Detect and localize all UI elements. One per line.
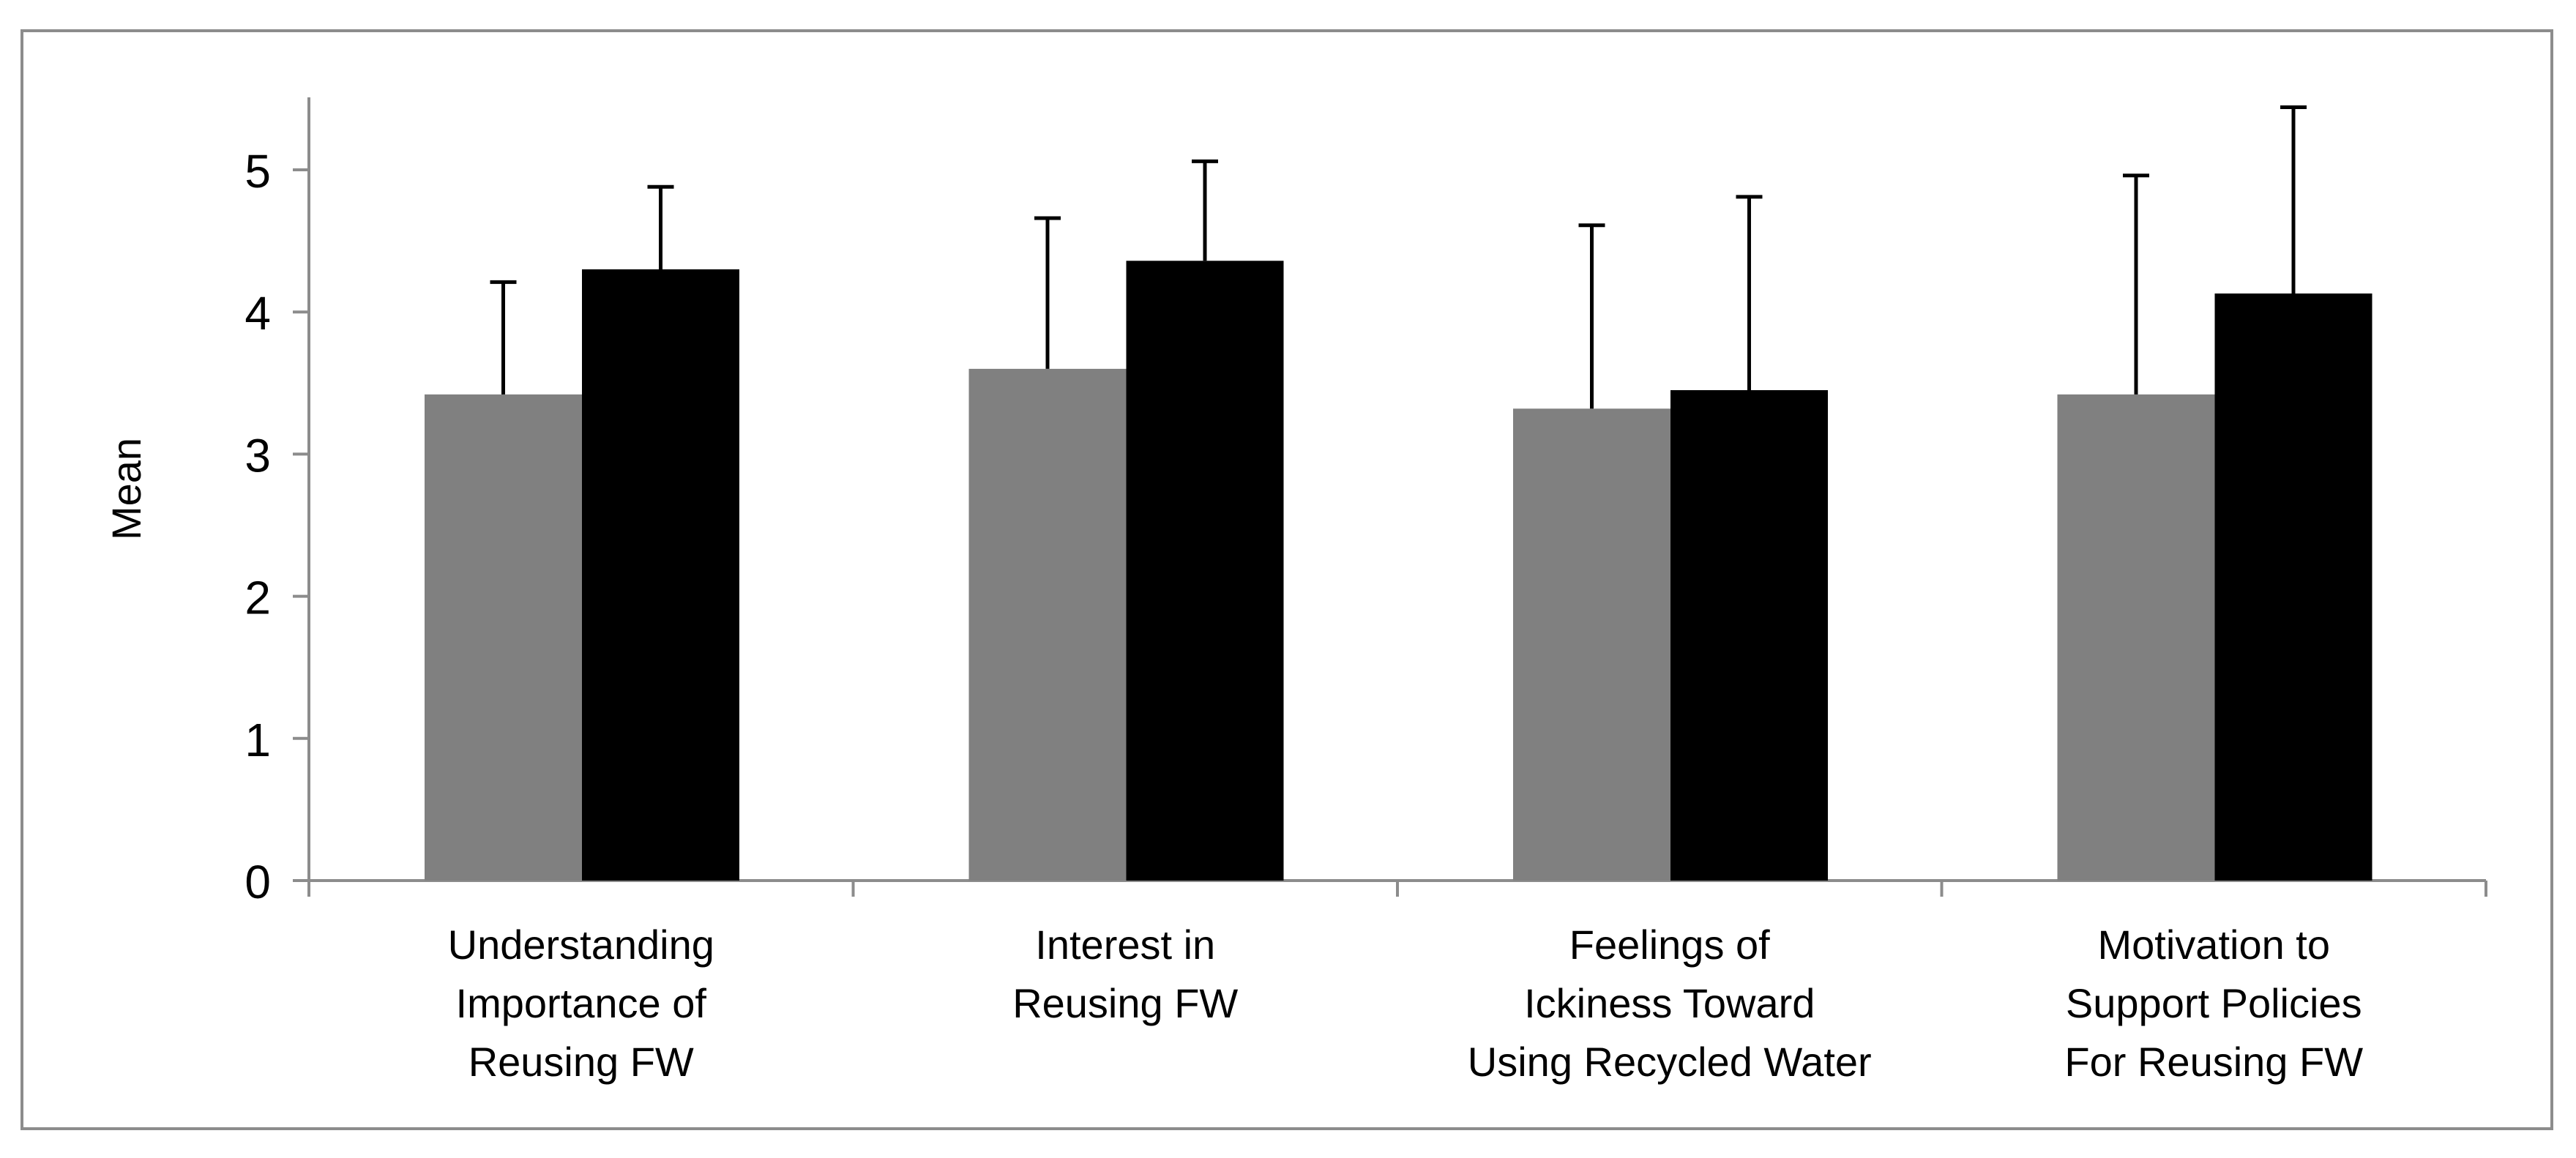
x-category-label-line: Feelings of [1569,922,1770,968]
x-category-label: Motivation to Support Policies For Reusing… [2064,922,2363,1085]
bar [1670,390,1828,881]
bar [582,269,739,881]
bar [968,368,1127,881]
x-category-label: Interest in Reusing FW [1012,922,1238,1026]
y-tick-label: 4 [244,287,271,340]
x-category-label-line: Understanding [448,922,714,968]
x-category-label-line: Using Recycled Water [1468,1039,1872,1085]
y-axis-label: Mean [103,438,149,540]
y-tick-label: 2 [244,572,271,624]
y-tick-label: 5 [244,145,271,198]
y-tick-label: 1 [244,714,271,766]
x-category-label-line: Reusing FW [1012,980,1238,1026]
x-category-label-line: Reusing FW [468,1039,694,1085]
bar [2057,394,2215,881]
x-category-label-line: For Reusing FW [2064,1039,2363,1085]
bar [1513,408,1670,881]
bar [425,394,582,881]
x-category-label-line: Ickiness Toward [1524,980,1815,1026]
x-category-label: Understanding Importance of Reusing FW [448,922,714,1085]
y-tick-label: 3 [244,429,271,482]
bar [2214,293,2372,881]
x-category-label-line: Motivation to [2098,922,2331,968]
x-category-label-line: Support Policies [2066,980,2362,1026]
plot-area: 0 1 2 3 4 5 Understanding Importance of Reusing … [244,97,2487,1085]
x-category-label-line: Importance of [456,980,707,1026]
y-tick-label: 0 [244,856,271,908]
bar [1126,261,1284,881]
x-category-label-line: Interest in [1035,922,1215,968]
x-category-label: Feelings of Ickiness Toward Using Recycled… [1468,922,1872,1085]
